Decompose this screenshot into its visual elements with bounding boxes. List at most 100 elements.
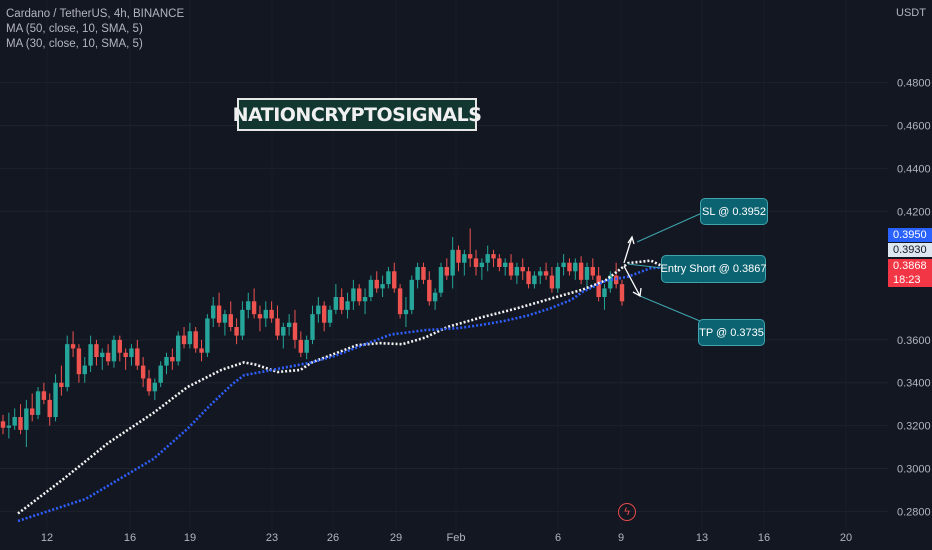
candle-body	[403, 309, 409, 315]
candle-body	[88, 344, 93, 366]
ma-line-path	[17, 259, 674, 515]
ma-line-path	[17, 265, 674, 523]
entry-callout[interactable]: Entry Short @ 0.3867	[661, 255, 766, 283]
price-tick-label: 0.3400	[897, 378, 931, 390]
lightning-icon[interactable]: ϟ	[618, 503, 636, 521]
chart-legend: Cardano / TetherUS, 4h, BINANCE MA (50, …	[6, 7, 184, 52]
candle-body	[397, 288, 403, 315]
candle-body	[12, 417, 17, 426]
candle-body	[53, 382, 58, 418]
candle-body	[357, 288, 362, 302]
candle-body	[76, 348, 82, 375]
candle-body	[228, 314, 233, 328]
candle-body	[374, 279, 379, 289]
candle-body	[351, 288, 356, 302]
candle-body	[339, 297, 344, 310]
candle-body	[47, 399, 52, 418]
ma-30-legend[interactable]: MA (30, close, 10, SMA, 5)	[6, 38, 143, 50]
candle-body	[368, 279, 374, 298]
time-tick-label: 19	[184, 532, 196, 544]
price-tick-label: 0.3200	[897, 421, 931, 433]
candle-body	[555, 266, 560, 289]
candle-body	[281, 327, 286, 336]
candle-body	[543, 271, 549, 276]
candle-body	[462, 254, 467, 263]
candle-body	[316, 305, 321, 315]
candle-body	[65, 344, 70, 388]
candle-body	[567, 262, 572, 272]
candle-body	[129, 348, 134, 358]
candle-body	[199, 348, 204, 353]
candle-body	[485, 254, 490, 263]
candle-body	[246, 301, 251, 310]
candle-body	[380, 284, 385, 289]
candle-body	[333, 297, 339, 310]
candle-body	[619, 284, 625, 302]
candle-body	[187, 331, 193, 345]
candle-body	[135, 348, 140, 366]
candle-body	[392, 271, 397, 289]
candle-body	[456, 249, 461, 263]
candle-body	[234, 327, 239, 336]
candle-body	[216, 305, 222, 323]
price-tick-label: 0.4400	[897, 163, 931, 175]
callout-pointer-tp	[639, 295, 701, 322]
candle-body	[345, 301, 350, 310]
short-down-arrowhead	[632, 287, 642, 298]
candle-body	[164, 357, 169, 366]
sl-callout[interactable]: SL @ 0.3952	[700, 198, 768, 225]
candle-body	[140, 365, 146, 379]
candle-body	[573, 262, 578, 272]
candle-body	[240, 309, 245, 336]
ma-50-legend[interactable]: MA (50, close, 10, SMA, 5)	[6, 23, 143, 35]
candle-body	[175, 335, 181, 362]
candle-body	[286, 322, 292, 328]
candle-body	[362, 297, 368, 302]
candle-body	[222, 314, 228, 323]
time-tick-label: 26	[327, 532, 339, 544]
candle-body	[491, 254, 496, 259]
time-tick-label: 16	[124, 532, 136, 544]
price-tick-label: 0.4600	[897, 121, 931, 133]
symbol-title[interactable]: Cardano / TetherUS, 4h, BINANCE	[6, 8, 185, 20]
candle-body	[18, 417, 23, 430]
candle-body	[327, 309, 333, 323]
candlestick-series	[0, 228, 625, 448]
candle-body	[438, 266, 444, 293]
price-tick-label: 0.3600	[897, 335, 931, 347]
price-tick-label: 0.4800	[897, 78, 931, 90]
candle-body	[321, 305, 327, 323]
candle-body	[514, 266, 520, 276]
candle-body	[590, 266, 596, 276]
time-tick-label: 12	[41, 532, 53, 544]
candle-body	[82, 365, 87, 375]
price-tag-blue: 0.3950	[888, 228, 932, 242]
tp-callout[interactable]: TP @ 0.3735	[698, 319, 765, 346]
candle-body	[497, 258, 502, 267]
candle-body	[298, 339, 304, 353]
candle-body	[538, 271, 543, 276]
candle-body	[111, 339, 117, 362]
candle-body	[275, 318, 280, 336]
candle-body	[415, 266, 420, 280]
candle-body	[117, 339, 122, 353]
short-up-arrowhead	[627, 235, 635, 245]
price-tag-red: 0.3868	[888, 259, 932, 273]
price-tag-light: 0.3930	[888, 243, 932, 257]
time-tick-label: 16	[758, 532, 770, 544]
countdown-tag: 18:23	[888, 273, 932, 287]
time-tick-label: 13	[696, 532, 708, 544]
ma-30-line	[17, 265, 674, 523]
candle-body	[427, 279, 432, 302]
candle-body	[421, 266, 426, 280]
candle-body	[6, 425, 12, 428]
candle-body	[549, 275, 555, 289]
candle-body	[152, 382, 158, 392]
candle-body	[292, 322, 298, 340]
candle-body	[170, 357, 175, 362]
candle-body	[479, 262, 485, 267]
candle-body	[211, 305, 216, 319]
time-axis: 12 16 19 23 26 29 Feb 6 9 13 16 20	[41, 532, 852, 544]
trade-arrows	[623, 212, 703, 322]
